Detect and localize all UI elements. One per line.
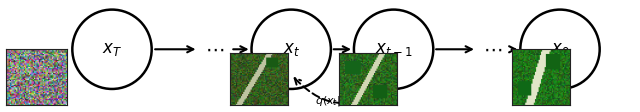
Ellipse shape [252, 10, 331, 89]
Text: $x_0$: $x_0$ [550, 40, 570, 58]
Text: $x_T$: $x_T$ [102, 40, 122, 58]
Text: $\cdots$: $\cdots$ [205, 40, 224, 59]
Ellipse shape [354, 10, 433, 89]
Text: $x_{t-1}$: $x_{t-1}$ [375, 40, 412, 58]
Text: $\cdots$: $\cdots$ [483, 40, 502, 59]
Text: $q(x_t|x_{t-1})$: $q(x_t|x_{t-1})$ [315, 94, 370, 108]
Ellipse shape [520, 10, 600, 89]
Text: $x_t$: $x_t$ [283, 40, 300, 58]
Ellipse shape [72, 10, 152, 89]
